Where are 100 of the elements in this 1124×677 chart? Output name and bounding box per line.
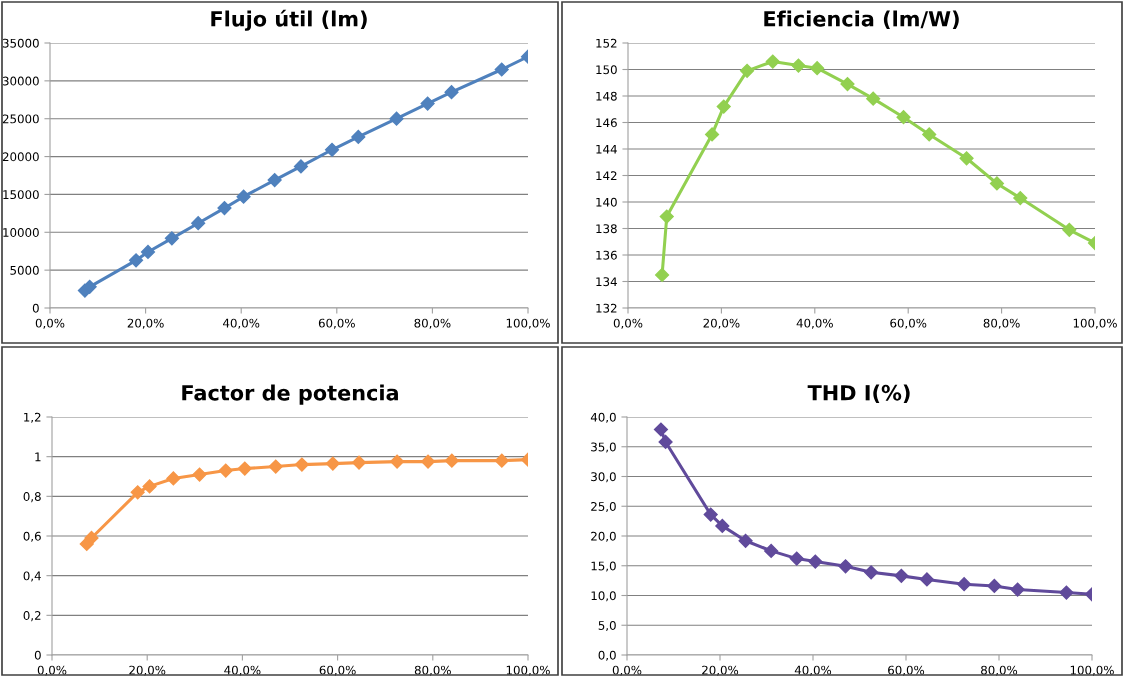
y-tick-label: 0,8	[23, 492, 41, 503]
x-tick-label: 60,0%	[318, 318, 355, 329]
y-tick-label: 5000	[10, 265, 39, 275]
point	[444, 85, 459, 100]
x-tick-label: 0,0%	[612, 665, 642, 676]
point	[791, 58, 806, 73]
y-tick-label: 10,0	[591, 591, 616, 602]
point	[740, 63, 755, 78]
y-tick-label: 146	[596, 118, 617, 128]
x-tick-label: 80,0%	[981, 665, 1018, 676]
x-tick-label: 60,0%	[890, 318, 927, 329]
x-tick-label: 0,0%	[37, 665, 67, 676]
x-tick-label: 100,0%	[1070, 665, 1114, 676]
point	[896, 110, 911, 125]
y-tick-label: 35,0	[591, 442, 616, 453]
point	[808, 554, 823, 569]
point	[894, 568, 909, 583]
x-tick-label: 40,0%	[796, 318, 833, 329]
x-tick-label: 100,0%	[1073, 318, 1117, 329]
point	[390, 454, 405, 469]
y-tick-label: 20000	[2, 152, 39, 162]
x-tick-label: 60,0%	[319, 665, 356, 676]
point	[84, 530, 99, 546]
y-tick-label: 140	[596, 197, 617, 207]
point	[128, 253, 144, 268]
y-tick-label: 0	[32, 303, 39, 313]
chart-title: Flujo útil (lm)	[211, 9, 367, 31]
x-tick-label: 0,0%	[35, 318, 65, 329]
point	[389, 111, 404, 126]
y-tick-label: 20,0	[591, 531, 616, 542]
y-tick-label: 150	[596, 65, 617, 75]
point	[1062, 222, 1077, 237]
point	[444, 453, 459, 468]
point	[237, 461, 252, 476]
point	[653, 422, 669, 437]
chart-title: Eficiencia (lm/W)	[764, 10, 959, 30]
y-tick-label: 1	[35, 452, 41, 462]
point	[987, 578, 1002, 594]
y-tick-label: 0,2	[23, 611, 41, 622]
y-tick-label: 152	[596, 38, 617, 48]
point	[655, 267, 670, 282]
y-tick-label: 142	[596, 171, 617, 180]
point	[838, 559, 853, 574]
point	[716, 99, 731, 114]
point	[959, 151, 974, 166]
x-tick-label: 100,0%	[506, 318, 550, 329]
point	[864, 565, 879, 580]
x-tick-label: 40,0%	[223, 318, 260, 329]
point	[267, 172, 282, 188]
point	[192, 467, 207, 482]
point	[236, 189, 251, 204]
point	[294, 457, 309, 472]
point	[140, 244, 156, 260]
y-tick-label: 30000	[2, 76, 39, 86]
point	[130, 485, 145, 500]
y-tick-label: 15000	[3, 190, 39, 200]
point	[293, 159, 309, 174]
y-tick-label: 15,0	[591, 561, 616, 572]
y-tick-label: 144	[596, 144, 617, 154]
point	[658, 434, 673, 450]
y-tick-label: 10000	[3, 228, 39, 237]
point	[218, 463, 233, 478]
point	[765, 54, 780, 69]
point	[715, 518, 730, 533]
x-tick-label: 40,0%	[794, 665, 832, 676]
point	[704, 127, 720, 142]
chart-title: THD I(%)	[807, 384, 910, 404]
chart-title: Factor de potencia	[182, 384, 398, 405]
y-tick-label: 136	[596, 250, 617, 260]
y-tick-label: 0,4	[23, 571, 41, 582]
y-tick-label: 0	[34, 650, 41, 660]
point	[840, 76, 855, 92]
point	[659, 209, 674, 224]
point	[810, 61, 825, 76]
y-tick-label: 0,0	[598, 650, 616, 661]
point	[1010, 582, 1025, 597]
point	[166, 471, 181, 486]
y-tick-label: 25000	[2, 114, 39, 124]
x-tick-label: 20,0%	[127, 318, 164, 329]
y-tick-label: 25,0	[591, 501, 616, 513]
y-tick-label: 132	[596, 303, 617, 313]
point	[217, 200, 232, 216]
point	[957, 577, 972, 592]
point	[268, 459, 283, 474]
point	[738, 533, 753, 548]
point	[764, 543, 779, 558]
point	[142, 479, 157, 494]
point	[919, 572, 935, 587]
point	[1059, 585, 1074, 600]
y-tick-label: 1,2	[24, 412, 41, 423]
y-tick-label: 40,0	[590, 412, 616, 423]
point	[494, 453, 509, 468]
x-tick-label: 100,0%	[506, 665, 550, 676]
point	[703, 507, 718, 522]
x-tick-label: 20,0%	[702, 665, 739, 676]
x-tick-label: 0,0%	[613, 318, 643, 329]
y-tick-label: 35000	[2, 38, 39, 48]
point	[325, 456, 340, 471]
x-tick-label: 40,0%	[224, 665, 261, 676]
x-tick-label: 20,0%	[703, 318, 740, 329]
